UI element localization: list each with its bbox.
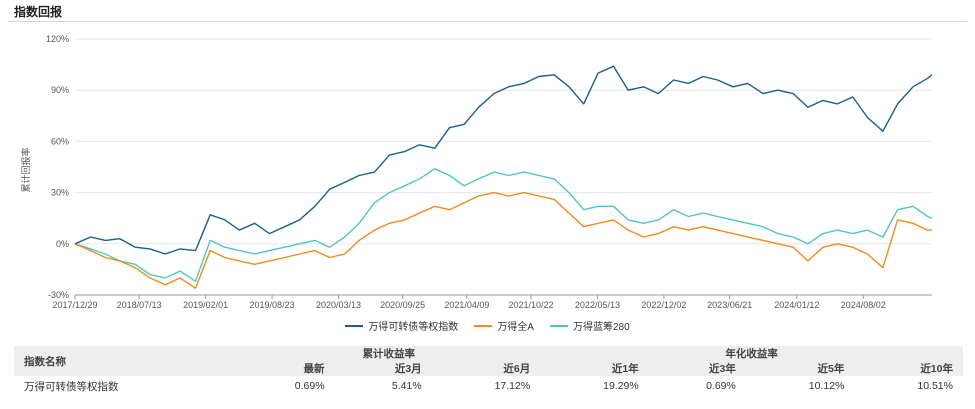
series-line-1 [74, 65, 933, 255]
y-tick-label: -30% [48, 290, 69, 300]
legend-label-series-1: 万得可转债等权指数 [368, 322, 459, 333]
return-cell: 10.12% [808, 380, 845, 392]
y-axis-label: 累计回报率 [20, 147, 31, 192]
y-tick-label: 90% [51, 85, 69, 95]
legend-item-series-3[interactable]: 万得蓝筹280 [549, 318, 630, 333]
annualized-return-header: 年化收益率 [540, 346, 963, 361]
x-tick-label: 2018/07/13 [117, 300, 162, 310]
x-tick-label: 2024/01/12 [774, 300, 819, 310]
x-tick-label: 2023/06/21 [707, 300, 752, 310]
legend-swatch-series-1 [345, 324, 364, 327]
chart-legend: 万得可转债等权指数 万得全A 万得蓝筹280 [0, 318, 975, 333]
legend-swatch-series-3 [549, 324, 568, 327]
return-cell: 17.12% [494, 380, 531, 392]
legend-label-series-3: 万得蓝筹280 [572, 322, 630, 333]
series-line-2 [74, 191, 932, 289]
title-divider [8, 21, 967, 22]
index-name-cell: 万得可转债等权指数 [24, 380, 119, 393]
returns-table: 指数名称 累计收益率 年化收益率 最新 近3月 近6月 近1年 近3年 近5年 … [14, 346, 963, 396]
return-cell: 0.69% [706, 380, 736, 392]
y-tick-label: 30% [51, 188, 69, 198]
table-row: 万得可转债等权指数 0.69% 5.41% 17.12% 19.29% 0.69… [14, 376, 963, 396]
x-tick-label: 2020/03/13 [316, 300, 361, 310]
index-name-header: 指数名称 [14, 346, 238, 376]
x-tick-label: 2021/04/09 [444, 300, 489, 310]
column-header: 近10年 [854, 361, 963, 376]
column-header: 近1年 [540, 361, 649, 376]
x-tick-label: 2021/10/22 [508, 300, 553, 310]
x-tick-label: 2017/12/29 [52, 300, 97, 310]
x-tick-label: 2019/02/01 [183, 300, 228, 310]
y-tick-label: 60% [51, 136, 69, 146]
legend-item-series-2[interactable]: 万得全A [474, 318, 534, 333]
column-header: 近3年 [648, 361, 746, 376]
axes: -30% 0% 30% 60% 90% 120% 2017/12/29 2018/07/13 2… [46, 34, 932, 310]
return-cell: 0.69% [294, 380, 325, 392]
x-tick-label: 2022/12/02 [641, 300, 686, 310]
table-header-periods: 最新 近3月 近6月 近1年 近3年 近5年 近10年 [14, 361, 963, 376]
column-header: 近3月 [334, 361, 432, 376]
legend-swatch-series-2 [474, 324, 493, 327]
legend-item-series-1[interactable]: 万得可转债等权指数 [345, 318, 458, 333]
column-header: 近5年 [745, 361, 855, 376]
return-cell: 5.41% [391, 380, 422, 392]
cumulative-return-chart: -30% 0% 30% 60% 90% 120% 2017/12/29 2018/07/13 2… [20, 34, 933, 310]
y-tick-label: 120% [46, 34, 69, 44]
series-lines [74, 65, 933, 289]
panel-title: 指数回报 [14, 5, 63, 19]
series-line-3 [74, 167, 933, 282]
legend-label-series-2: 万得全A [497, 322, 534, 333]
y-tick-label: 0% [56, 239, 69, 249]
return-cell: 19.29% [603, 380, 639, 392]
x-tick-label: 2020/09/25 [380, 300, 425, 310]
column-header: 近6月 [431, 361, 541, 376]
column-header: 最新 [237, 361, 335, 376]
cumulative-return-header: 累计收益率 [237, 346, 541, 361]
return-cell: 10.51% [917, 380, 953, 392]
x-tick-label: 2024/08/02 [841, 300, 886, 310]
x-tick-label: 2019/08/23 [250, 300, 295, 310]
table-header-groups: 指数名称 累计收益率 年化收益率 [14, 346, 963, 376]
x-tick-label: 2022/05/13 [575, 300, 620, 310]
